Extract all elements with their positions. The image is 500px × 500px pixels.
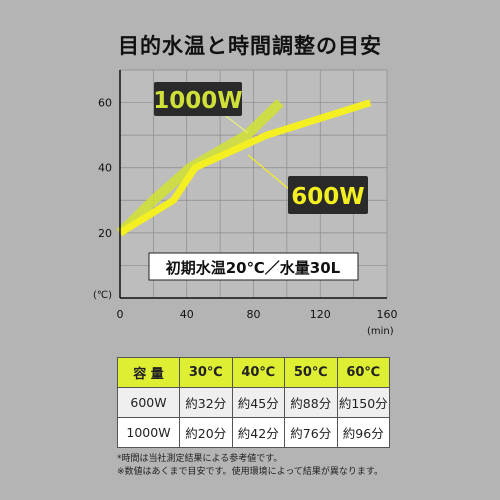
page-title: 目的水温と時間調整の目安 xyxy=(118,34,382,58)
row-1000w-60c: 約96分 xyxy=(336,417,390,448)
x-tick-label: 40 xyxy=(180,308,194,321)
row-600w-50c: 約88分 xyxy=(284,387,338,418)
footnote-2: ※数値はあくまで目安です。使用環境によって結果が異なります。 xyxy=(117,467,384,477)
table-row: 1000W 約20分 約42分 約76分 約96分 xyxy=(117,417,390,448)
annotation-text: 初期水温20℃／水量30L xyxy=(166,259,341,277)
axis-ticks: 0 40 80 120 160 20 40 60 xyxy=(98,97,398,321)
row-1000w-30c: 約20分 xyxy=(179,417,233,448)
footnote-1: *時間は当社測定結果による参考値です。 xyxy=(117,454,283,464)
x-tick-label: 0 xyxy=(117,308,124,321)
label-box-1000w xyxy=(154,82,242,116)
annotation-box xyxy=(148,252,359,281)
label-600w: 600W xyxy=(291,184,364,210)
series-lines xyxy=(116,99,372,237)
header-30c: 30℃ xyxy=(179,357,233,388)
y-unit-label: (℃) xyxy=(93,290,112,301)
heating-time-table: 容 量 30℃ 40℃ 50℃ 60℃ 600W 約32分 約45分 約88分 … xyxy=(117,357,390,448)
y-tick-label: 60 xyxy=(98,97,112,110)
table-row: 600W 約32分 約45分 約88分 約150分 xyxy=(117,387,390,418)
series-line-600w xyxy=(118,99,372,236)
row-1000w-40c: 約42分 xyxy=(231,417,285,448)
water-temperature-chart: 0 40 80 120 160 20 40 60 (℃) (min) 1000W 600W 初… xyxy=(93,69,398,337)
series-line-1000w xyxy=(116,99,284,237)
label-1000w: 1000W xyxy=(153,88,242,114)
row-1000w-label: 1000W xyxy=(117,417,180,448)
header-60c: 60℃ xyxy=(336,357,390,388)
y-tick-label: 20 xyxy=(98,227,112,240)
row-1000w-50c: 約76分 xyxy=(284,417,338,448)
row-600w-label: 600W xyxy=(117,387,180,418)
row-600w-30c: 約32分 xyxy=(179,387,233,418)
x-tick-label: 160 xyxy=(377,308,398,321)
label-box-600w xyxy=(288,176,368,214)
footnotes: *時間は当社測定結果による参考値です。 ※数値はあくまで目安です。使用環境によっ… xyxy=(117,453,497,479)
y-tick-label: 40 xyxy=(98,162,112,175)
x-tick-label: 80 xyxy=(247,308,261,321)
header-50c: 50℃ xyxy=(284,357,338,388)
x-tick-label: 120 xyxy=(310,308,331,321)
header-40c: 40℃ xyxy=(231,357,285,388)
leader-600w xyxy=(247,154,291,191)
row-600w-40c: 約45分 xyxy=(231,387,285,418)
header-capacity: 容 量 xyxy=(117,357,180,388)
x-unit-label: (min) xyxy=(367,326,394,337)
table-header-row: 容 量 30℃ 40℃ 50℃ 60℃ xyxy=(117,357,390,388)
row-600w-60c: 約150分 xyxy=(336,387,390,418)
